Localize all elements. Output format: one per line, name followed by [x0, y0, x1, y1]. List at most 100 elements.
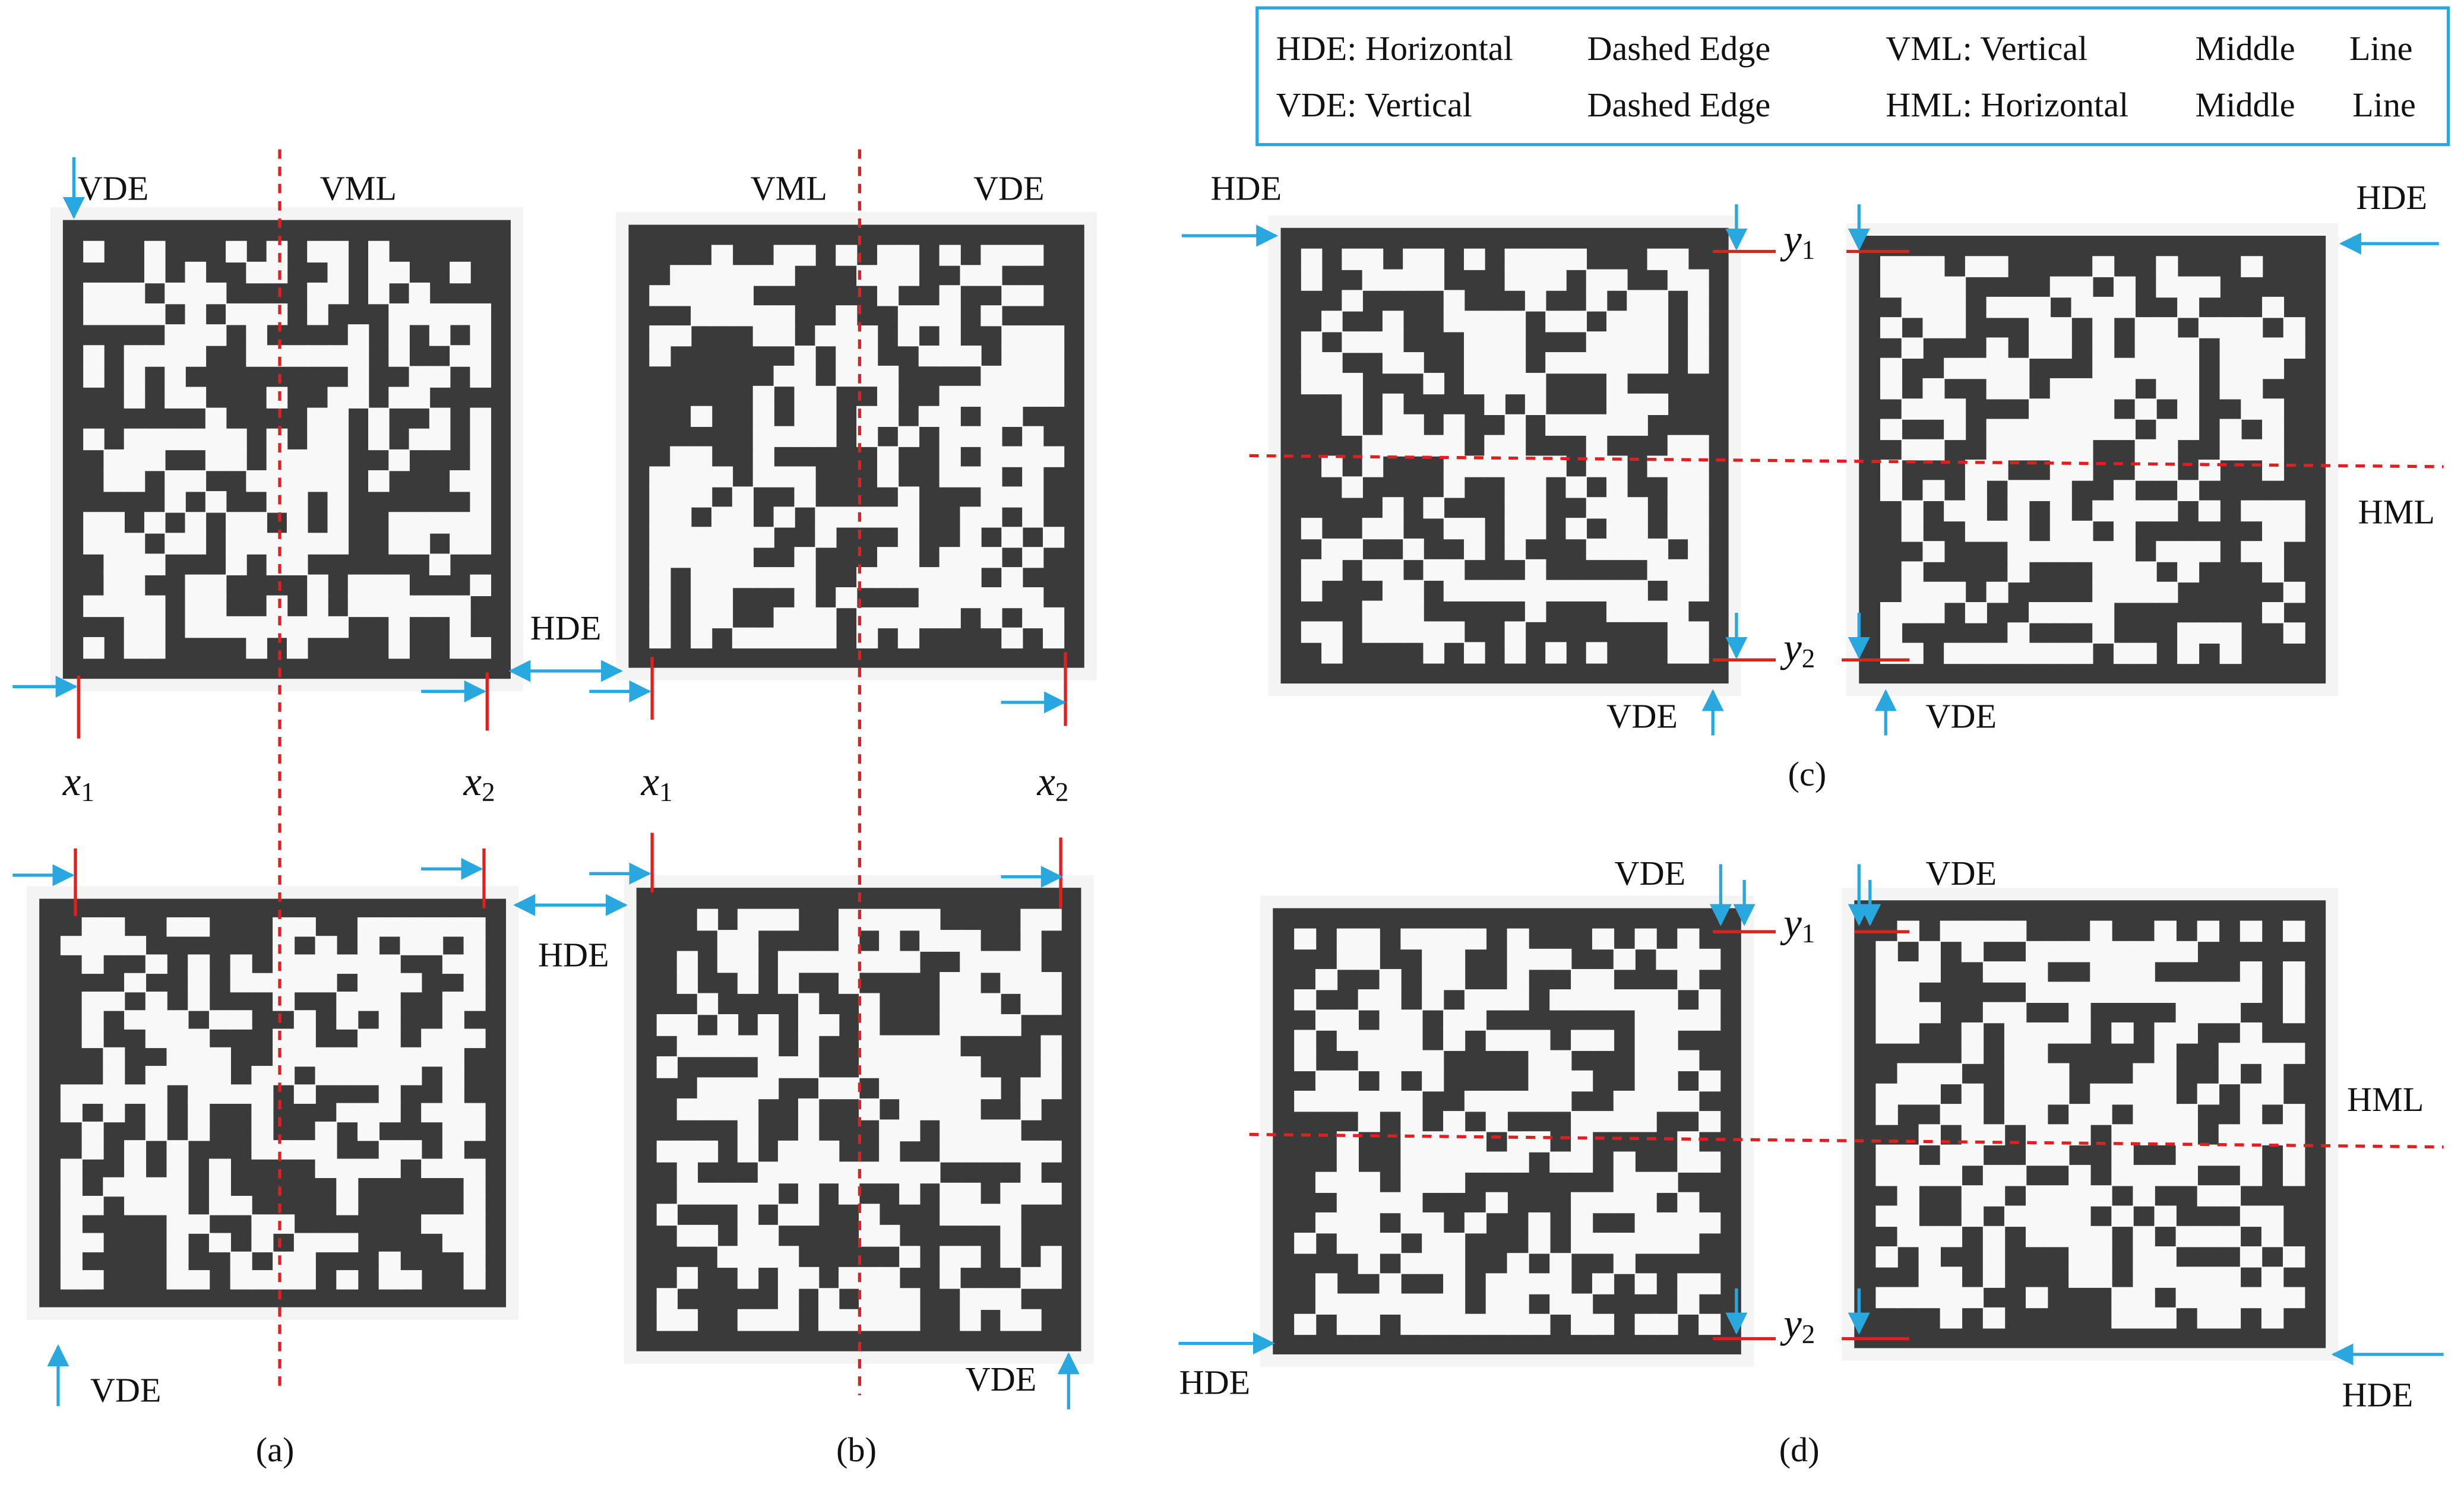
code-module — [798, 1267, 820, 1289]
code-module — [1586, 352, 1608, 374]
code-module — [649, 345, 671, 367]
code-module — [357, 936, 380, 955]
code-module — [1403, 435, 1424, 457]
code-module — [327, 491, 349, 513]
code-module — [230, 1195, 252, 1215]
code-module — [103, 449, 125, 471]
code-module — [388, 387, 410, 409]
code-module — [1422, 1233, 1444, 1254]
code-module — [124, 366, 146, 388]
edge-label: VDE — [1606, 696, 1678, 735]
code-module — [286, 512, 308, 534]
code-module — [205, 282, 227, 305]
code-module — [1677, 948, 1700, 970]
code-module — [1443, 1273, 1466, 1294]
variable: x — [641, 759, 660, 804]
code-module — [980, 547, 1002, 568]
code-module — [2025, 1205, 2048, 1227]
code-module — [2261, 398, 2285, 420]
code-module — [980, 1140, 1001, 1163]
code-module — [1545, 352, 1567, 374]
code-module — [327, 282, 349, 305]
code-module — [400, 1270, 422, 1290]
code-module — [1634, 1090, 1657, 1112]
code-module — [960, 1288, 981, 1310]
code-module — [188, 973, 210, 993]
code-module — [124, 936, 147, 955]
code-module — [960, 1014, 981, 1036]
code-module — [1362, 248, 1384, 270]
code-module — [798, 951, 820, 973]
code-module — [1606, 311, 1628, 333]
code-module — [1382, 559, 1404, 581]
code-module — [442, 1140, 464, 1160]
code-module — [656, 1288, 678, 1310]
code-module — [1698, 1313, 1721, 1335]
code-module — [470, 574, 492, 597]
code-module — [357, 1028, 380, 1049]
code-module — [691, 265, 713, 286]
code-module — [1422, 1070, 1444, 1092]
code-module — [357, 1066, 380, 1085]
code-module — [144, 261, 166, 284]
code-module — [2113, 541, 2136, 562]
code-module — [859, 1098, 880, 1120]
code-module — [676, 951, 698, 973]
code-module — [1022, 506, 1044, 528]
code-module — [347, 387, 369, 409]
code-module — [1656, 1090, 1678, 1112]
code-module — [1918, 1226, 1941, 1248]
code-module — [378, 1270, 401, 1290]
code-module — [960, 547, 982, 568]
code-module — [815, 325, 837, 347]
code-module — [773, 426, 795, 447]
code-module — [1627, 600, 1648, 622]
code-module — [429, 553, 451, 575]
code-module — [81, 936, 104, 955]
code-module — [752, 265, 774, 286]
panel-caption: (a) — [256, 1430, 295, 1469]
code-module — [1043, 365, 1065, 387]
code-module — [1606, 352, 1628, 374]
code-module — [1382, 331, 1404, 353]
code-module — [1986, 378, 2008, 400]
code-module — [2029, 541, 2051, 562]
code-module — [144, 512, 166, 534]
code-module — [1606, 538, 1628, 561]
code-module — [1627, 393, 1648, 416]
code-module — [2282, 1164, 2305, 1186]
code-module — [980, 406, 1002, 427]
code-module — [144, 553, 166, 575]
code-module — [1362, 600, 1384, 622]
code-module — [818, 1077, 840, 1100]
code-module — [421, 1103, 444, 1123]
code-module — [1040, 1246, 1062, 1268]
code-module — [124, 533, 146, 555]
code-module — [2218, 1063, 2241, 1085]
code-module — [226, 553, 247, 575]
code-module — [877, 466, 899, 487]
code-module — [2092, 541, 2115, 562]
code-module — [859, 1014, 880, 1036]
code-module — [1507, 1253, 1529, 1274]
code-module — [752, 305, 774, 327]
code-module — [1485, 1151, 1508, 1173]
code-module — [794, 587, 816, 609]
code-module — [2134, 337, 2157, 359]
code-module — [2113, 296, 2136, 318]
code-module — [1901, 337, 1924, 359]
code-module — [1020, 1140, 1042, 1163]
code-module — [879, 951, 900, 973]
code-module — [1422, 1253, 1444, 1274]
code-module — [1524, 476, 1546, 498]
code-module — [1443, 1313, 1466, 1335]
code-module — [185, 345, 207, 367]
code-module — [1301, 372, 1323, 395]
code-module — [899, 1288, 921, 1310]
code-module — [1043, 385, 1065, 407]
code-module — [1301, 352, 1323, 374]
code-module — [2198, 622, 2221, 644]
code-module — [2047, 1185, 2070, 1207]
code-module — [1336, 1212, 1359, 1234]
code-module — [1647, 311, 1669, 333]
